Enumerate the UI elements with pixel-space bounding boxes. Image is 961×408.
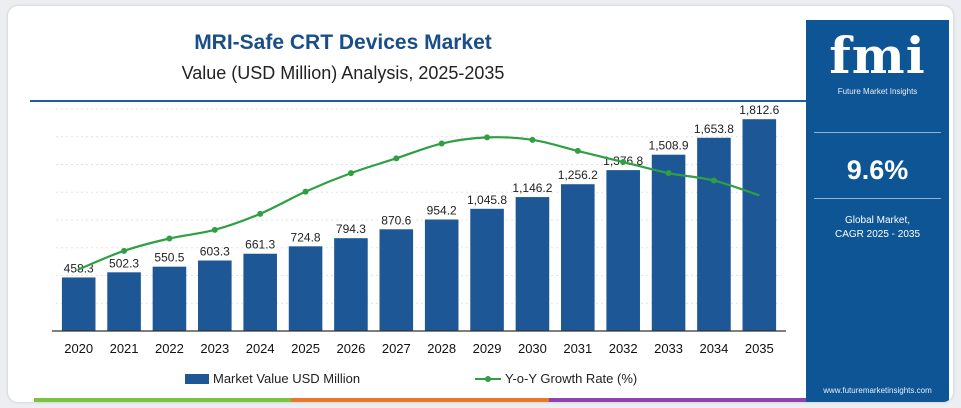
bar-value-label: 954.2 <box>427 204 457 218</box>
chart-plot: 458.3 502.3 550.5 603.3 661.3724.8794.3870.6… <box>52 103 786 356</box>
x-tick-label: 2022 <box>155 341 184 356</box>
bar-value-label: 502.3 <box>109 256 139 270</box>
x-tick-label: 2032 <box>609 341 638 356</box>
growth-rate-point <box>665 170 672 177</box>
growth-rate-point <box>393 155 400 162</box>
chart-subtitle: Value (USD Million) Analysis, 2025-2035 <box>181 63 505 83</box>
growth-rate-point <box>121 247 128 254</box>
bar <box>334 238 368 331</box>
stripe-segment-green <box>34 398 292 402</box>
bar <box>107 272 141 331</box>
bar-value-label: 1,508.9 <box>649 139 689 153</box>
bar-value-label: 661.3 <box>245 238 275 252</box>
x-tick-label: 2029 <box>473 341 502 356</box>
bar <box>651 154 686 331</box>
cagr-caption-line-1: Global Market, <box>844 215 911 226</box>
growth-rate-point <box>438 140 445 147</box>
bar <box>606 170 640 331</box>
growth-rate-point <box>347 170 354 177</box>
chart-title: MRI-Safe CRT Devices Market <box>194 31 492 54</box>
growth-rate-point <box>257 210 264 217</box>
bar <box>379 229 414 331</box>
bar-value-label: 1,256.2 <box>558 168 598 182</box>
bar-value-label: 794.3 <box>336 222 366 236</box>
x-tick-label: 2025 <box>291 341 320 356</box>
bar-value-label: 603.3 <box>200 245 230 259</box>
x-tick-label: 2028 <box>427 341 456 356</box>
bar-value-label: 724.8 <box>291 230 321 244</box>
brand-divider-top <box>814 132 941 133</box>
x-tick-label: 2034 <box>699 341 728 356</box>
bar-value-labels: 458.3 502.3 550.5 603.3 661.3724.8794.3870.6… <box>64 103 780 275</box>
fmi-logo: fmi <box>829 26 926 85</box>
growth-rate-point <box>211 226 218 233</box>
bar-series <box>61 119 777 331</box>
growth-rate-point <box>710 177 717 184</box>
stripe-segment-purple <box>548 398 806 402</box>
x-tick-label: 2033 <box>654 341 683 356</box>
x-tick-label: 2030 <box>518 341 547 356</box>
legend-line-swatch <box>475 374 501 384</box>
x-tick-label: 2031 <box>563 341 592 356</box>
x-tick-label: 2020 <box>64 341 93 356</box>
growth-rate-point <box>484 134 491 141</box>
x-axis: 2020 2021 2022 2023 2024 2025 2026 2027 2028 2029… <box>52 330 786 356</box>
growth-rate-series <box>78 134 760 271</box>
cagr-caption-line-2: CAGR 2025 - 2035 <box>834 229 921 240</box>
x-tick-label: 2024 <box>246 341 275 356</box>
bar-value-label: 1,146.2 <box>512 181 552 195</box>
growth-rate-point <box>302 188 309 195</box>
title-divider <box>30 100 806 102</box>
website-url: www.futuremarketinsights.com <box>823 386 932 395</box>
x-tick-label: 2026 <box>336 341 365 356</box>
bar-value-label: 1,653.8 <box>694 122 734 136</box>
legend-label-growth-rate: Y-o-Y Growth Rate (%) <box>505 371 638 386</box>
bar-value-label: 1,045.8 <box>467 193 507 207</box>
growth-rate-line <box>78 136 760 271</box>
legend-bar-swatch <box>185 373 209 384</box>
x-tick-label: 2035 <box>745 341 774 356</box>
legend: Market Value USD Million Y-o-Y Growth Ra… <box>185 371 685 389</box>
brand-divider-middle <box>814 198 941 199</box>
bar <box>470 208 504 331</box>
bar <box>152 266 187 331</box>
logo-tagline: Future Market Insights <box>837 87 918 96</box>
bar <box>742 119 777 331</box>
chart-panel: MRI-Safe CRT Devices Market Value (USD M… <box>20 14 806 402</box>
cagr-value: 9.6% <box>846 155 909 185</box>
legend-item-market-value: Market Value USD Million <box>185 371 360 386</box>
bar <box>561 184 595 331</box>
color-stripe <box>34 398 806 402</box>
cagr-caption: Global Market, CAGR 2025 - 2035 <box>806 214 949 242</box>
bar <box>424 219 459 331</box>
growth-rate-point <box>574 147 581 154</box>
bar <box>61 277 96 331</box>
chart-card: MRI-Safe CRT Devices Market Value (USD M… <box>8 6 953 402</box>
bar <box>243 253 277 331</box>
bar-value-label: 1,812.6 <box>739 103 779 117</box>
legend-label-market-value: Market Value USD Million <box>213 371 361 386</box>
legend-item-growth-rate: Y-o-Y Growth Rate (%) <box>475 371 637 386</box>
bar <box>198 260 232 331</box>
growth-rate-point <box>166 235 173 242</box>
x-tick-label: 2021 <box>110 341 139 356</box>
growth-rate-point <box>529 136 536 143</box>
bar-value-label: 870.6 <box>381 213 411 227</box>
bar-value-label: 550.5 <box>154 251 184 265</box>
brand-panel: fmi Future Market Insights 9.6% Global M… <box>806 20 949 402</box>
bar <box>515 197 550 331</box>
bar <box>697 137 731 331</box>
growth-rate-point <box>620 159 627 166</box>
x-tick-label: 2023 <box>200 341 229 356</box>
bar <box>288 246 323 331</box>
x-tick-label: 2027 <box>382 341 411 356</box>
stripe-segment-orange <box>291 398 549 402</box>
